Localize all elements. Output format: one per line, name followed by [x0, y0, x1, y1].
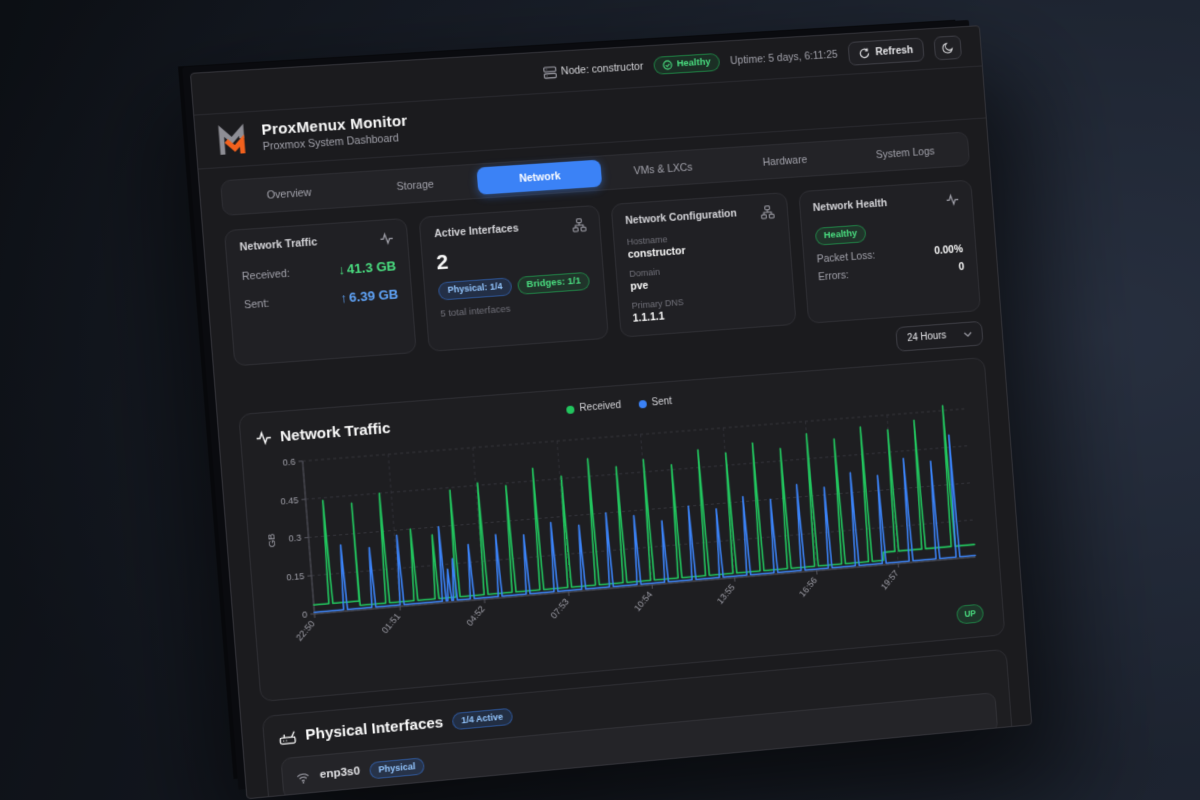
svg-text:GB: GB — [266, 533, 278, 548]
network-icon — [571, 218, 586, 233]
network-tree-icon — [760, 205, 775, 220]
time-range-select[interactable]: 24 Hours — [895, 320, 984, 352]
network-traffic-card: Network Traffic Received: ↓ 41.3 GB — [223, 217, 418, 367]
physical-active-badge: 1/4 Active — [451, 707, 513, 730]
check-circle-icon — [663, 60, 674, 71]
network-configuration-card: Network Configuration Hostname construct… — [610, 192, 797, 338]
moon-icon — [942, 42, 954, 55]
tab-overview[interactable]: Overview — [266, 186, 312, 202]
svg-text:07:53: 07:53 — [549, 597, 571, 621]
active-interfaces-count: 2 — [435, 250, 450, 275]
activity-icon — [379, 231, 394, 246]
tab-storage[interactable]: Storage — [396, 178, 435, 193]
wifi-icon — [295, 769, 311, 784]
active-interfaces-card-title: Active Interfaces — [433, 222, 520, 241]
tab-hardware[interactable]: Hardware — [762, 153, 808, 169]
time-range-value: 24 Hours — [906, 330, 947, 345]
errors-value: 0 — [958, 260, 965, 273]
health-status-label: Healthy — [676, 56, 712, 70]
activity-icon — [255, 429, 273, 446]
total-interfaces-label: 5 total interfaces — [439, 303, 511, 320]
tab-network[interactable]: Network — [476, 159, 603, 195]
svg-text:0.3: 0.3 — [288, 533, 302, 544]
interface-up-badge: UP — [956, 603, 985, 625]
sent-label: Sent: — [243, 297, 270, 312]
svg-text:13:55: 13:55 — [715, 582, 737, 605]
uptime-label: Uptime: 5 days, 6:11:25 — [729, 48, 839, 68]
svg-text:0.6: 0.6 — [282, 457, 296, 468]
server-icon — [543, 65, 557, 79]
svg-text:0.15: 0.15 — [286, 571, 305, 583]
legend-label-sent: Sent — [651, 395, 673, 409]
physical-interfaces-title: Physical Interfaces — [304, 713, 444, 744]
received-value: 41.3 GB — [346, 258, 397, 277]
network-traffic-chart-card: Network Traffic Received Sent 0 0.15 0.3 0.… — [238, 357, 1006, 702]
router-icon — [278, 727, 297, 746]
network-health-card-title: Network Health — [812, 197, 888, 215]
arrow-up-icon: ↑ — [339, 289, 348, 306]
tab-system-logs[interactable]: System Logs — [875, 145, 935, 161]
interface-name: enp3s0 — [319, 765, 361, 782]
received-label: Received: — [241, 267, 291, 283]
arrow-down-icon: ↓ — [337, 261, 346, 278]
svg-text:19:57: 19:57 — [879, 568, 900, 591]
packet-loss-value: 0.00% — [933, 242, 964, 257]
dashboard-window: Node: constructor Healthy Uptime: 5 days… — [189, 25, 1033, 800]
network-health-status-badge: Healthy — [814, 224, 867, 246]
errors-label: Errors: — [817, 268, 850, 283]
svg-text:04:52: 04:52 — [464, 604, 486, 628]
svg-text:22:50: 22:50 — [294, 619, 317, 643]
chart-title: Network Traffic — [279, 419, 392, 445]
dark-mode-toggle[interactable] — [933, 35, 963, 61]
legend-dot-received — [566, 404, 575, 414]
chart-plot-area: 0 0.15 0.3 0.45 0.6 22:50 01:51 04:52 07:53 10:54… — [257, 398, 988, 662]
svg-text:0: 0 — [302, 609, 308, 619]
traffic-chart-svg: 0 0.15 0.3 0.45 0.6 22:50 01:51 04:52 07:53 10:54… — [266, 398, 988, 643]
svg-text:10:54: 10:54 — [632, 590, 654, 614]
sent-value: 6.39 GB — [348, 286, 399, 306]
physical-count-badge: Physical: 1/4 — [437, 277, 513, 301]
tab-vms-lxcs[interactable]: VMs & LXCs — [633, 161, 693, 177]
network-traffic-card-title: Network Traffic — [239, 236, 318, 254]
network-configuration-card-title: Network Configuration — [624, 207, 738, 228]
refresh-icon — [859, 47, 870, 59]
chevron-down-icon — [963, 331, 972, 338]
node-label: Node: constructor — [560, 60, 644, 78]
proxmenux-logo — [216, 123, 252, 155]
network-health-card: Network Health Healthy Packet Loss: 0.00… — [798, 179, 982, 324]
refresh-label: Refresh — [874, 44, 914, 59]
legend-dot-sent — [638, 399, 648, 408]
active-interfaces-card: Active Interfaces 2 Physical: 1/4 Bridge… — [418, 204, 609, 352]
svg-text:16:56: 16:56 — [797, 575, 819, 598]
refresh-button[interactable]: Refresh — [847, 37, 925, 66]
bridges-count-badge: Bridges: 1/1 — [516, 271, 591, 295]
activity-icon — [945, 192, 959, 207]
interface-type-badge: Physical — [368, 756, 426, 780]
health-status-badge: Healthy — [653, 52, 721, 75]
svg-text:01:51: 01:51 — [380, 611, 403, 635]
packet-loss-label: Packet Loss: — [816, 249, 876, 265]
svg-text:0.45: 0.45 — [280, 495, 299, 507]
node-indicator: Node: constructor — [543, 60, 644, 79]
